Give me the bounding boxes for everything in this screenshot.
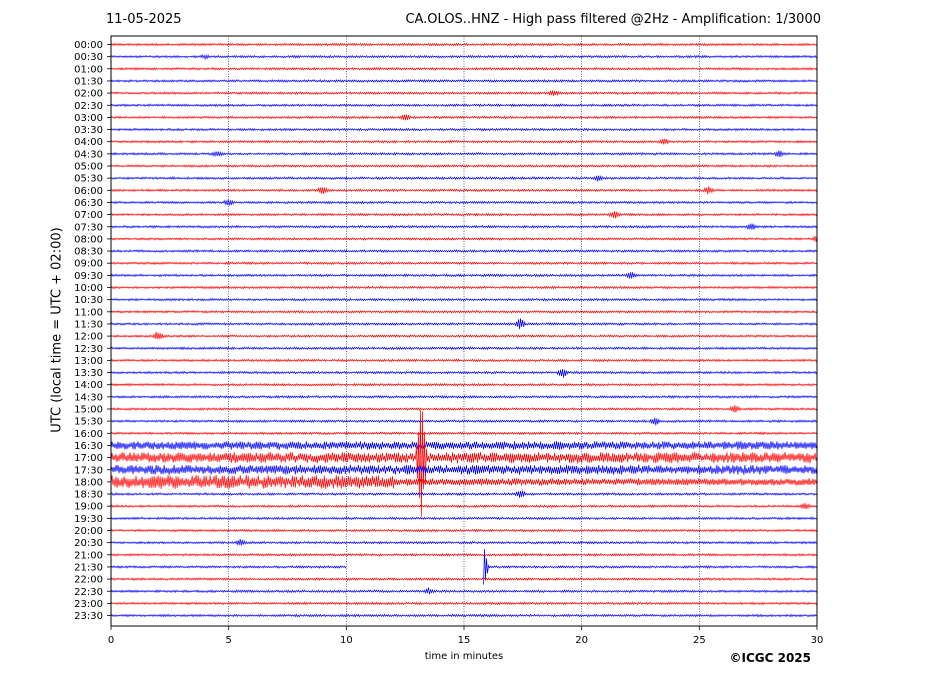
trace-line — [110, 261, 818, 266]
y-tick-label: 02:30 — [74, 101, 103, 112]
y-tick-label: 17:00 — [74, 453, 103, 464]
y-tick-label: 07:30 — [74, 222, 103, 233]
x-tick-label: 30 — [811, 635, 824, 646]
y-tick-label: 19:00 — [74, 502, 103, 513]
x-tick-label: 20 — [575, 635, 588, 646]
y-tick-label: 14:00 — [74, 380, 103, 391]
y-tick-label: 01:00 — [74, 64, 103, 75]
y-tick-label: 07:00 — [74, 210, 103, 221]
y-tick-label: 12:30 — [74, 344, 103, 355]
x-tick-label: 10 — [340, 635, 353, 646]
y-tick-label: 19:30 — [74, 514, 103, 525]
y-tick-label: 09:30 — [74, 271, 103, 282]
trace-line — [110, 552, 818, 557]
y-tick-label: 01:30 — [74, 76, 103, 87]
y-tick-label: 20:00 — [74, 526, 103, 537]
y-tick-label: 00:30 — [74, 52, 103, 63]
y-tick-label: 04:30 — [74, 149, 103, 160]
y-tick-label: 20:30 — [74, 538, 103, 549]
trace-line — [110, 114, 818, 121]
y-tick-label: 09:00 — [74, 259, 103, 270]
y-tick-label: 03:00 — [74, 113, 103, 124]
y-tick-label: 08:30 — [74, 247, 103, 258]
y-tick-label: 11:30 — [74, 319, 103, 330]
y-tick-label: 23:30 — [74, 611, 103, 622]
trace-line — [110, 90, 818, 97]
plot-frame — [110, 35, 818, 627]
trace-line — [110, 464, 818, 475]
trace-line — [110, 358, 818, 363]
trace-line — [110, 272, 818, 279]
copyright-label: ©ICGC 2025 — [729, 651, 811, 665]
trace-line — [110, 331, 818, 340]
y-tick-label: 11:00 — [74, 307, 103, 318]
trace-line — [110, 613, 818, 618]
plot-date: 11-05-2025 — [106, 12, 182, 27]
x-tick-group: 0 5 10 15 20 25 30 — [108, 626, 824, 646]
trace-line — [110, 211, 818, 219]
y-tick-label: 16:00 — [74, 429, 103, 440]
y-tick-label: 03:30 — [74, 125, 103, 136]
trace-line — [110, 346, 818, 351]
y-tick-label: 21:00 — [74, 550, 103, 561]
x-tick-label: 0 — [108, 635, 114, 646]
y-tick-label: 15:00 — [74, 405, 103, 416]
grid-group — [228, 36, 700, 626]
y-tick-label: 13:30 — [74, 368, 103, 379]
y-tick-label: 18:30 — [74, 490, 103, 501]
y-tick-label: 17:30 — [74, 465, 103, 476]
y-tick-label: 10:00 — [74, 283, 103, 294]
x-tick-label: 5 — [225, 635, 231, 646]
y-tick-label: 00:00 — [74, 40, 103, 51]
trace-line — [110, 528, 818, 533]
y-tick-label: 05:00 — [74, 162, 103, 173]
y-tick-label: 21:30 — [74, 562, 103, 573]
y-tick-label: 15:30 — [74, 417, 103, 428]
y-tick-label: 16:30 — [74, 441, 103, 452]
x-tick-label: 15 — [458, 635, 471, 646]
y-tick-label: 08:00 — [74, 234, 103, 245]
trace-line — [110, 103, 818, 108]
trace-line — [110, 186, 818, 195]
trace-line — [110, 285, 818, 290]
y-tick-label: 05:30 — [74, 174, 103, 185]
x-tick-label: 25 — [693, 635, 706, 646]
plot-title: CA.OLOS..HNZ - High pass filtered @2Hz -… — [405, 12, 821, 27]
y-tick-label: 06:00 — [74, 186, 103, 197]
y-tick-label: 14:30 — [74, 392, 103, 403]
y-tick-label: 04:00 — [74, 137, 103, 148]
trace-line — [110, 199, 818, 206]
trace-line — [110, 440, 818, 450]
y-tick-label: 12:00 — [74, 332, 103, 343]
y-tick-label: 18:00 — [74, 477, 103, 488]
trace-line — [110, 174, 818, 182]
y-tick-label: 22:00 — [74, 575, 103, 586]
y-tick-label: 23:00 — [74, 599, 103, 610]
trace-line — [110, 538, 818, 546]
x-axis-label: time in minutes — [424, 651, 504, 662]
trace-line — [110, 369, 818, 378]
y-tick-label: 02:00 — [74, 89, 103, 100]
y-tick-label: 06:30 — [74, 198, 103, 209]
y-tick-label: 22:30 — [74, 587, 103, 598]
y-tick-label: 13:00 — [74, 356, 103, 367]
y-tick-label: 10:30 — [74, 295, 103, 306]
